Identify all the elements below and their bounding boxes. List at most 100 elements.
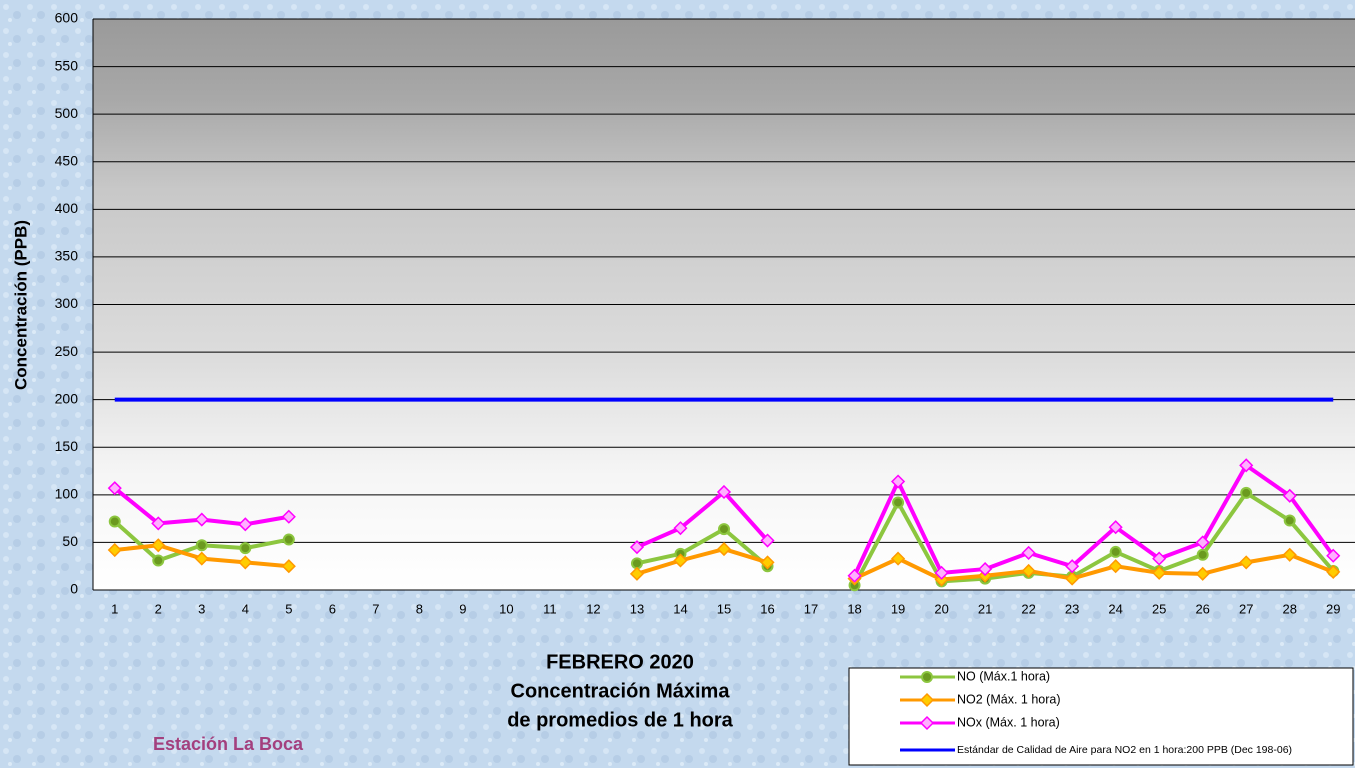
point [1195,566,1210,581]
point [282,533,295,546]
point [108,515,121,528]
y-axis-label: Concentración (PPB) [11,220,30,390]
legend-label: Estándar de Calidad de Aire para NO2 en … [957,744,1292,756]
y-tick-label: 100 [55,486,79,502]
point [760,533,775,548]
point [760,555,775,570]
y-tick-label: 300 [55,295,79,311]
legend-label: NO2 (Máx. 1 hora) [957,692,1061,706]
point [238,555,253,570]
point [238,517,253,532]
point [1240,486,1253,499]
x-tick-label: 29 [1326,601,1340,616]
point [1239,458,1254,473]
point [1065,571,1080,586]
x-tick-label: 27 [1239,601,1253,616]
x-tick-label: 3 [198,601,205,616]
x-tick-label: 26 [1195,601,1209,616]
y-tick-label: 450 [55,152,79,168]
x-tick-label: 5 [285,601,292,616]
x-tick-label: 8 [416,601,423,616]
point [1109,545,1122,558]
point [1065,559,1080,574]
point [107,481,122,496]
x-tick-label: 23 [1065,601,1079,616]
point [151,538,166,553]
point [891,474,906,489]
point [1283,514,1296,527]
x-tick-label: 22 [1021,601,1035,616]
legend-marker [919,692,935,708]
legend-label: NOx (Máx. 1 hora) [957,715,1060,729]
point [718,523,730,536]
point [847,568,862,583]
point [1021,545,1036,560]
x-tick-label: 24 [1108,601,1122,616]
y-tick-label: 400 [55,200,79,216]
chart-title: Concentración Máxima [511,680,731,702]
point [1021,563,1036,579]
x-tick-label: 13 [630,601,644,616]
point [1195,535,1210,550]
point [978,562,993,577]
y-tick-label: 350 [55,248,79,264]
point [673,521,688,536]
point [934,565,949,580]
x-tick-label: 17 [804,601,818,616]
point [891,551,906,566]
legend-label: NO (Máx.1 hora) [957,669,1050,683]
x-tick-label: 4 [242,601,249,616]
y-tick-label: 550 [55,57,79,73]
point [281,559,296,574]
point [673,553,688,568]
point [1326,548,1341,563]
station-label: Estación La Boca [153,734,304,754]
y-tick-label: 0 [70,581,78,597]
x-tick-label: 19 [891,601,905,616]
chart-title: de promedios de 1 hora [507,709,733,731]
point [1282,547,1297,562]
y-tick-label: 500 [55,105,79,121]
point [1108,520,1123,535]
y-tick-label: 150 [55,438,79,454]
x-tick-label: 10 [499,601,513,616]
point [195,539,208,552]
x-tick-label: 21 [978,601,992,616]
x-tick-label: 14 [673,601,687,616]
point [1152,551,1167,566]
point [629,566,645,581]
point [281,509,296,524]
legend-marker [921,671,933,683]
point [152,554,165,567]
point [194,551,209,566]
point [151,516,166,531]
point [1108,559,1123,574]
x-tick-label: 18 [847,601,861,616]
point [629,540,645,555]
point [716,542,732,557]
x-tick-label: 25 [1152,601,1166,616]
point [194,512,209,527]
x-tick-label: 28 [1282,601,1296,616]
legend-marker [919,715,935,731]
y-tick-label: 250 [55,343,79,359]
x-tick-label: 2 [155,601,162,616]
y-tick-label: 50 [62,533,78,549]
point [1239,555,1254,570]
x-tick-label: 9 [459,601,466,616]
x-tick-label: 6 [329,601,336,616]
chart-title: FEBRERO 2020 [546,651,694,673]
y-tick-label: 200 [55,390,79,406]
y-tick-label: 600 [55,10,79,26]
x-tick-label: 16 [760,601,774,616]
x-tick-label: 1 [111,601,118,616]
point [1196,548,1209,561]
point [716,484,732,500]
x-tick-label: 7 [372,601,379,616]
point [107,542,122,558]
x-tick-label: 15 [717,601,731,616]
x-tick-label: 20 [934,601,948,616]
point [1282,488,1297,503]
x-tick-label: 11 [543,601,557,616]
point [239,542,252,555]
